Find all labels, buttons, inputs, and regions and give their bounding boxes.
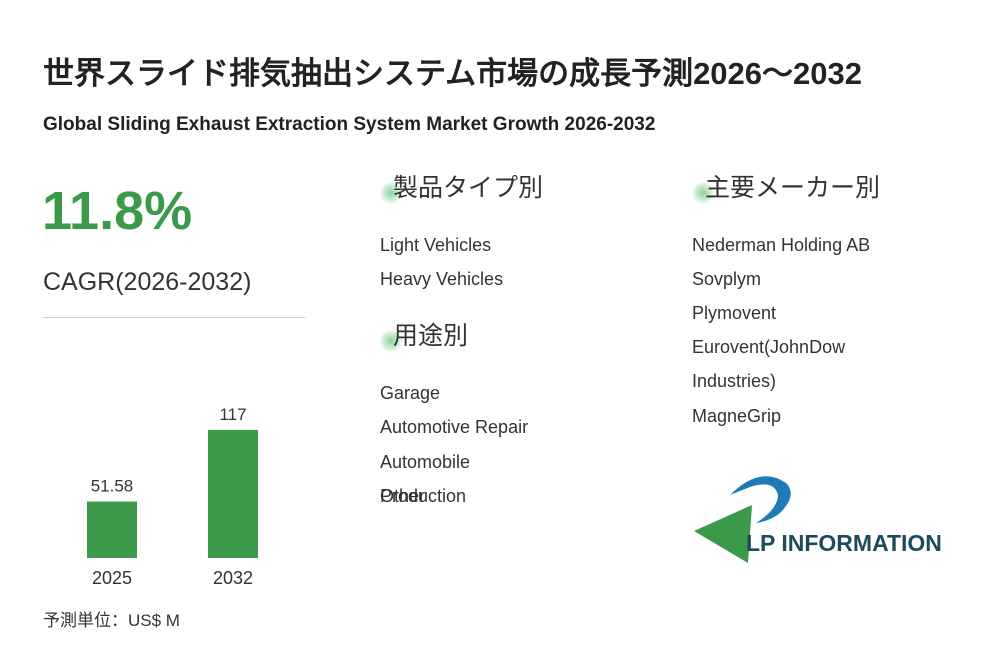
segment-item: Sovplym	[692, 269, 762, 289]
subtitle: Global Sliding Exhaust Extraction System…	[43, 114, 656, 135]
logo-text: LP INFORMATION	[746, 530, 942, 556]
bullet	[692, 182, 714, 204]
title: 世界スライド排気抽出システム市場の成長予測2026～2032	[43, 56, 862, 91]
logo-mark	[694, 505, 752, 563]
x-tick-label: 2025	[92, 568, 132, 588]
segment-item: Eurovent(JohnDow Industries)	[692, 337, 846, 392]
cagr-value: 11.8%	[42, 181, 193, 241]
segment-item: Plymovent	[692, 303, 777, 323]
segment-item: Nederman Holding AB	[692, 235, 871, 255]
bullet	[380, 330, 402, 352]
segment-item: Garage	[380, 383, 441, 403]
logo-arc	[730, 476, 791, 523]
segment-item: Light Vehicles	[380, 235, 492, 255]
segment-title: 用途別	[393, 322, 469, 350]
unit: 予測単位：US$ M	[43, 611, 180, 630]
logo: LP INFORMATION	[694, 476, 942, 563]
segment-item: Other	[380, 485, 426, 506]
bullet	[380, 182, 402, 204]
segment-item: Automobile Production	[380, 451, 471, 506]
bar-chart: 51.58 2025 117 2032	[87, 405, 258, 588]
cagr-label: CAGR(2026-2032)	[43, 268, 252, 296]
segment-title: 製品タイプ別	[393, 174, 544, 202]
segment-item: Automotive Repair	[380, 417, 529, 438]
segment-item: MagneGrip	[692, 406, 782, 426]
bar	[87, 501, 137, 558]
value-label: 117	[219, 405, 246, 424]
value-label: 51.58	[91, 477, 134, 496]
segment-item: Heavy Vehicles	[380, 269, 504, 290]
segment-title: 主要メーカー別	[705, 174, 881, 202]
divider	[43, 317, 305, 318]
bar	[208, 430, 258, 558]
x-tick-label: 2032	[213, 568, 253, 588]
